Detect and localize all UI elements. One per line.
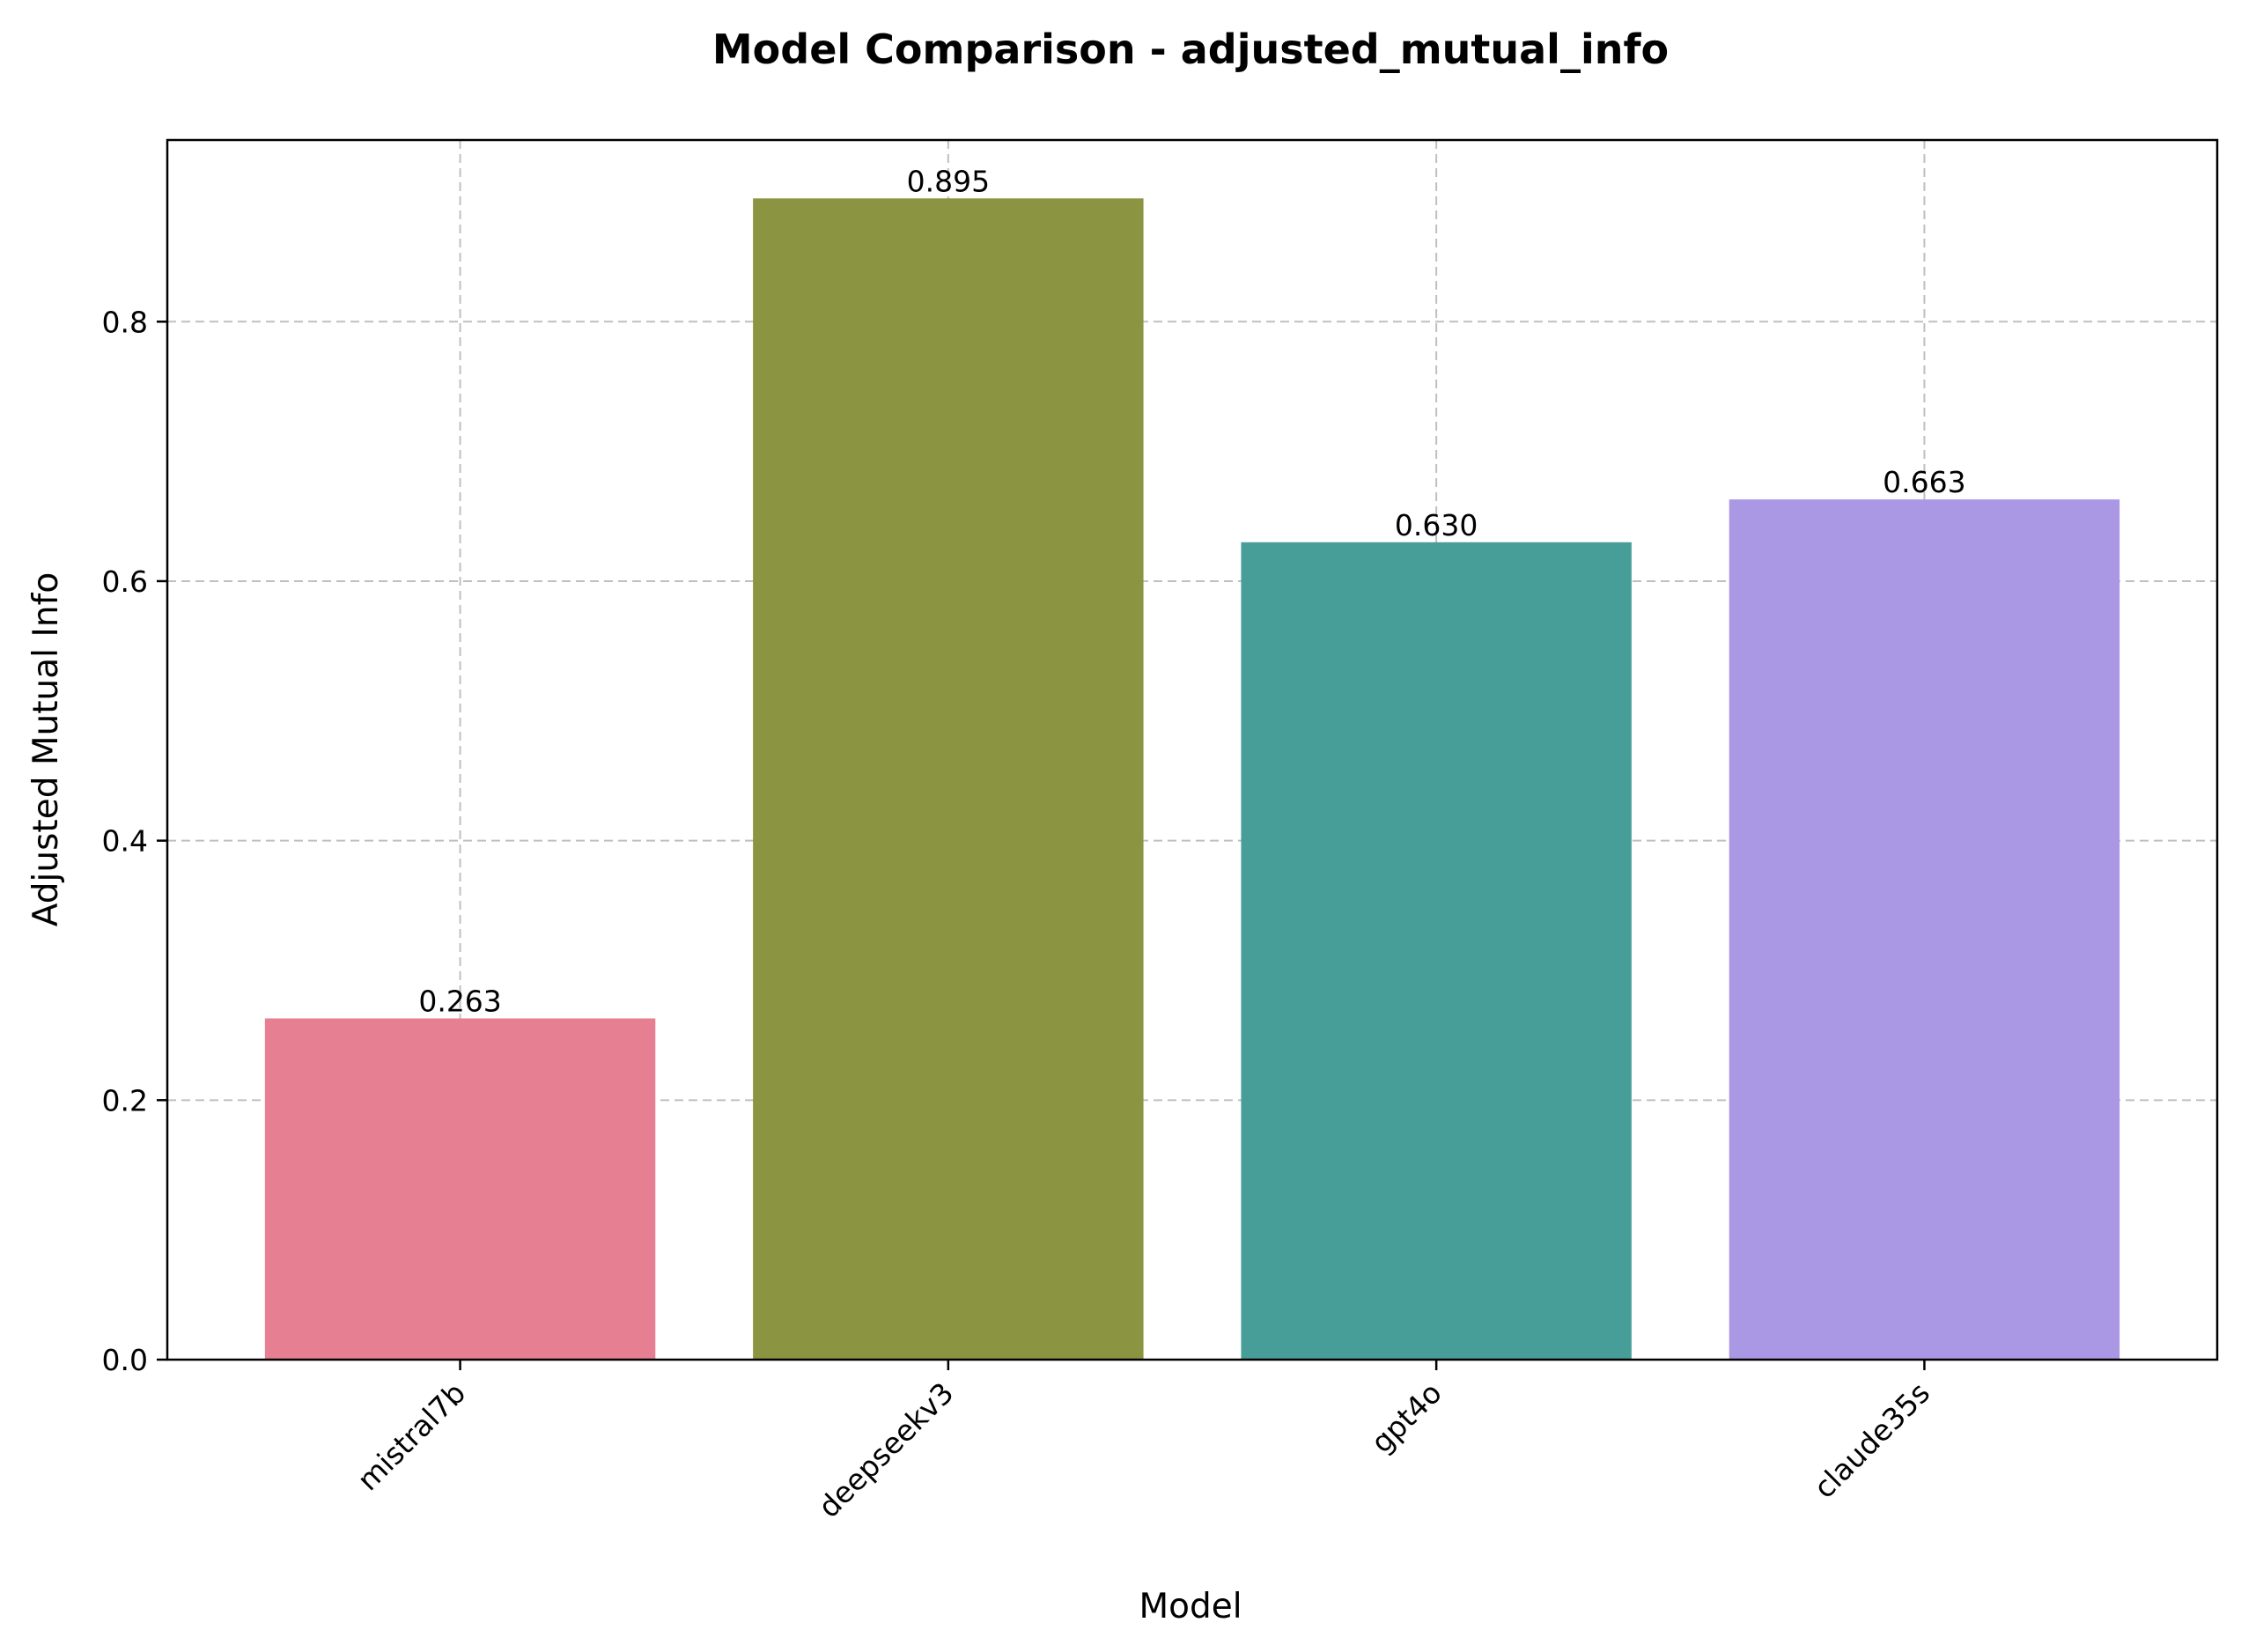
bars [264, 198, 2120, 1360]
y-tick-label: 0.0 [102, 1343, 148, 1377]
data-labels: 0.263 0.895 0.630 0.663 [418, 164, 1965, 1018]
data-label-claude35s: 0.663 [1883, 465, 1965, 499]
y-axis-ticks: 0.0 0.2 0.4 0.6 0.8 [102, 305, 167, 1377]
data-label-deepseekv3: 0.895 [907, 164, 990, 198]
chart-title: Model Comparison - adjusted_mutual_info [712, 26, 1669, 73]
y-tick-label: 0.4 [102, 824, 148, 859]
bar-claude35s [1729, 499, 2120, 1360]
bar-gpt4o [1241, 542, 1632, 1360]
x-axis-label: Model [1139, 1587, 1242, 1626]
data-label-gpt4o: 0.630 [1395, 508, 1478, 542]
y-tick-label: 0.2 [102, 1083, 148, 1117]
y-tick-label: 0.6 [102, 564, 148, 599]
y-axis-label: Adjusted Mutual Info [26, 572, 66, 926]
data-label-mistral7b: 0.263 [418, 984, 501, 1018]
plot-frame [166, 138, 2219, 1361]
bar-deepseekv3 [753, 198, 1144, 1360]
y-tick-label: 0.8 [102, 305, 148, 339]
bar-mistral7b [264, 1018, 656, 1360]
